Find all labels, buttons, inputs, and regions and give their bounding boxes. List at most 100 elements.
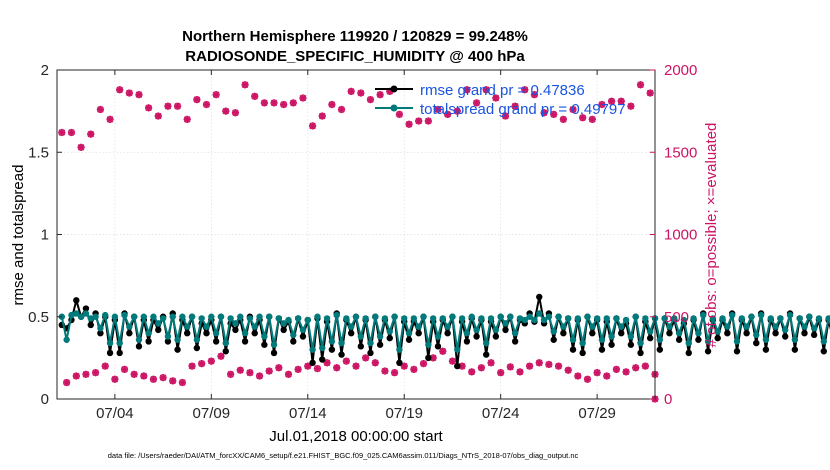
obs-evaluated-point bbox=[101, 362, 109, 370]
spread-point bbox=[241, 330, 249, 337]
spread-point bbox=[372, 313, 379, 320]
spread-point bbox=[497, 313, 504, 320]
obs-evaluated-point bbox=[627, 102, 635, 110]
spread-point bbox=[338, 339, 345, 347]
spread-point bbox=[772, 323, 779, 330]
obs-evaluated-point bbox=[612, 365, 621, 373]
spread-point bbox=[391, 313, 398, 320]
obs-evaluated-point bbox=[424, 117, 432, 125]
spread-point bbox=[102, 311, 109, 319]
spread-point bbox=[632, 313, 639, 320]
spread-point bbox=[642, 315, 649, 322]
rmse-point bbox=[791, 346, 799, 353]
obs-evaluated-stroke bbox=[241, 81, 249, 89]
y-tick-label-right: 0 bbox=[664, 391, 672, 408]
spread-point bbox=[415, 323, 422, 330]
obs-evaluated-stroke bbox=[347, 88, 355, 95]
rmse-point bbox=[569, 346, 577, 353]
obs-evaluated-point bbox=[145, 104, 153, 112]
obs-evaluated-point bbox=[487, 359, 495, 367]
spread-point bbox=[343, 315, 350, 322]
obs-evaluated-stroke bbox=[82, 371, 90, 378]
obs-evaluated-point bbox=[400, 362, 408, 370]
rmse-point bbox=[463, 338, 471, 345]
obs-evaluated-stroke bbox=[444, 111, 451, 118]
rmse-point bbox=[328, 346, 336, 353]
obs-evaluated-point bbox=[636, 81, 645, 89]
rmse-point bbox=[184, 330, 191, 337]
spread-point bbox=[796, 315, 803, 322]
spread-point bbox=[126, 323, 133, 330]
obs-evaluated-stroke bbox=[632, 364, 639, 372]
spread-point bbox=[386, 328, 393, 335]
spread-point bbox=[135, 336, 143, 343]
rmse-point bbox=[135, 343, 143, 350]
obs-evaluated-point bbox=[231, 109, 240, 117]
obs-evaluated-point bbox=[125, 89, 133, 97]
obs-evaluated-point bbox=[579, 114, 587, 122]
obs-evaluated-point bbox=[111, 375, 119, 383]
rmse-point bbox=[473, 333, 480, 340]
obs-evaluated-stroke bbox=[314, 365, 321, 372]
obs-evaluated-stroke bbox=[598, 101, 606, 108]
spread-point bbox=[791, 336, 799, 343]
obs-evaluated-point bbox=[77, 143, 85, 151]
obs-evaluated-point bbox=[622, 368, 630, 376]
y-tick-label-left: 0.5 bbox=[28, 309, 49, 326]
spread-point bbox=[531, 316, 538, 324]
obs-evaluated-point bbox=[135, 91, 143, 99]
spread-point bbox=[622, 316, 630, 324]
spread-point bbox=[748, 313, 755, 320]
spread-point bbox=[227, 315, 234, 322]
obs-evaluated-stroke bbox=[338, 106, 345, 113]
rmse-point bbox=[309, 359, 316, 367]
obs-evaluated-point bbox=[173, 102, 182, 110]
obs-evaluated-point bbox=[376, 91, 384, 99]
obs-evaluated-stroke bbox=[169, 377, 177, 385]
rmse-point bbox=[145, 338, 152, 345]
obs-evaluated-stroke bbox=[482, 86, 490, 94]
spread-point bbox=[290, 331, 297, 339]
rmse-point bbox=[695, 336, 702, 343]
spread-point bbox=[184, 323, 191, 330]
obs-evaluated-stroke bbox=[502, 112, 509, 120]
rmse-point bbox=[97, 330, 104, 337]
obs-evaluated-stroke bbox=[429, 354, 437, 362]
obs-evaluated-point bbox=[169, 377, 177, 385]
obs-evaluated-stroke bbox=[507, 363, 514, 371]
spread-point bbox=[347, 323, 355, 330]
obs-evaluated-stroke bbox=[627, 102, 635, 110]
obs-evaluated-stroke bbox=[159, 374, 167, 381]
spread-point bbox=[714, 328, 721, 335]
spread-point bbox=[237, 313, 244, 320]
spread-point bbox=[661, 315, 668, 322]
obs-evaluated-stroke bbox=[265, 367, 273, 375]
spread-point bbox=[589, 323, 596, 330]
obs-evaluated-stroke bbox=[135, 91, 143, 98]
obs-evaluated-point bbox=[328, 100, 336, 109]
spread-point bbox=[618, 323, 625, 330]
obs-evaluated-stroke bbox=[193, 96, 201, 103]
spread-point bbox=[767, 315, 774, 322]
spread-point bbox=[786, 311, 794, 319]
obs-evaluated-stroke bbox=[328, 101, 336, 108]
obs-evaluated-stroke bbox=[420, 360, 427, 367]
obs-evaluated-point bbox=[593, 369, 601, 377]
spread-point bbox=[704, 338, 712, 345]
obs-evaluated-stroke bbox=[275, 364, 283, 372]
obs-evaluated-point bbox=[154, 112, 162, 120]
spread-point bbox=[314, 313, 321, 320]
obs-evaluated-point bbox=[530, 91, 539, 99]
spread-point bbox=[516, 315, 524, 322]
rmse-point bbox=[801, 330, 808, 337]
obs-evaluated-stroke bbox=[309, 122, 316, 130]
obs-evaluated-point bbox=[178, 378, 186, 387]
obs-evaluated-stroke bbox=[179, 379, 186, 386]
rmse-point bbox=[396, 359, 403, 367]
rmse-point bbox=[685, 349, 692, 357]
obs-evaluated-stroke bbox=[256, 372, 263, 380]
spread-point bbox=[757, 311, 765, 319]
obs-evaluated-point bbox=[82, 370, 90, 378]
spread-point bbox=[646, 328, 654, 335]
rmse-point bbox=[251, 330, 258, 337]
